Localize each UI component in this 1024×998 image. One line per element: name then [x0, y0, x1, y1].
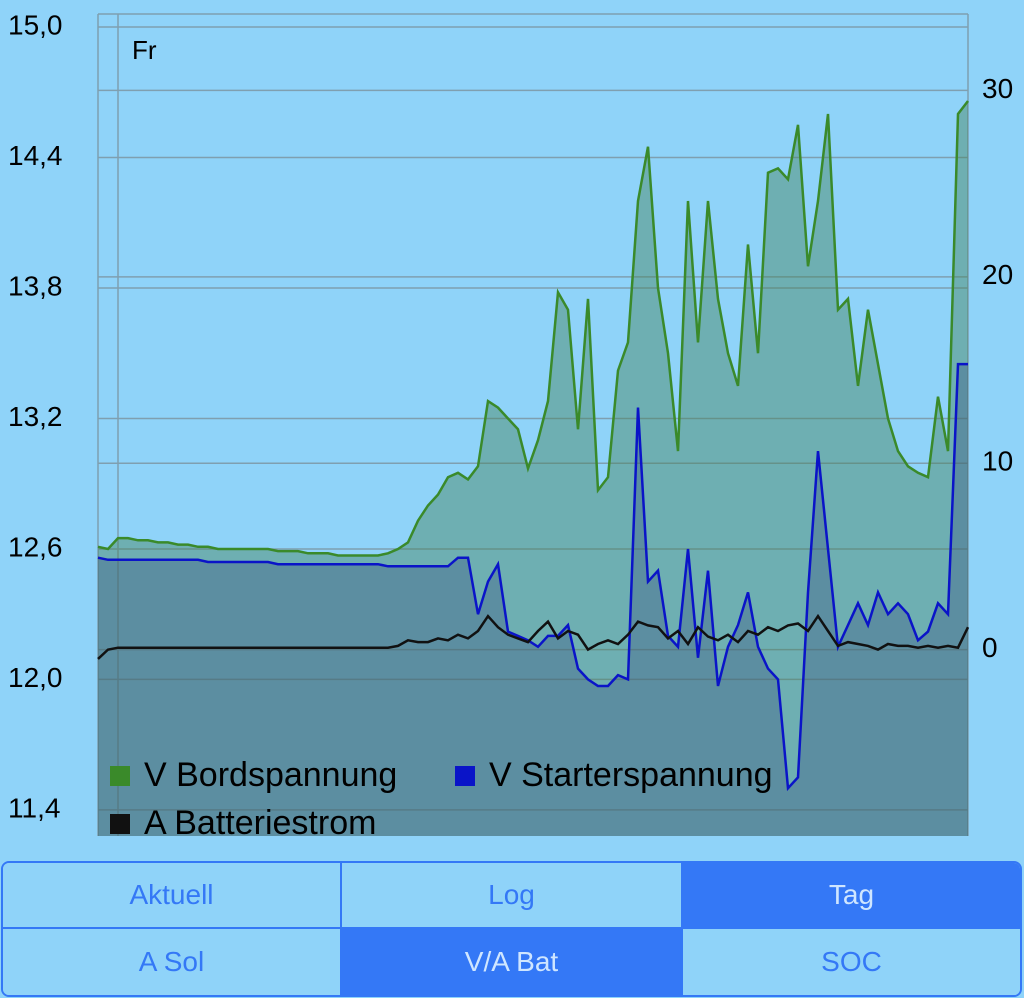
y-tick-label: 11,4 — [8, 792, 60, 823]
y-tick-label: 12,0 — [8, 662, 63, 693]
y2-tick-label: 0 — [982, 632, 998, 663]
line — [97, 100, 969, 557]
tab[interactable]: Tag — [683, 863, 1020, 929]
tab[interactable]: SOC — [683, 929, 1020, 995]
line — [97, 362, 968, 792]
y-tick-label: 12,6 — [8, 531, 63, 562]
tab-bar: Aktuell Log Tag A Sol V/A Bat SOC — [1, 861, 1022, 997]
chart: Fr 15,0 14,4 13,8 13,2 12,6 12,0 11,4 0 10 20 30 V B… — [8, 9, 1013, 842]
legend-label: V Bordspannung — [144, 756, 397, 794]
y2-tick-label: 30 — [982, 73, 1013, 104]
y-tick-label: 14,4 — [8, 140, 63, 171]
y-tick-label: 13,2 — [8, 401, 63, 432]
tab[interactable]: V/A Bat — [342, 929, 683, 995]
y2-tick-label: 10 — [982, 446, 1013, 477]
y-tick-label: 15,0 — [8, 9, 63, 40]
line — [97, 613, 970, 660]
legend-label: A Batteriestrom — [144, 804, 376, 842]
tab[interactable]: A Sol — [3, 929, 342, 995]
area — [98, 364, 968, 836]
tab[interactable]: Aktuell — [3, 863, 342, 929]
legend-swatch — [455, 766, 475, 786]
legend-label: V Starterspannung — [489, 756, 773, 794]
legend-swatch — [110, 766, 130, 786]
annotation: Fr — [132, 35, 157, 65]
tab[interactable]: Log — [342, 863, 683, 929]
legend-swatch — [110, 814, 130, 834]
y2-tick-label: 20 — [982, 259, 1013, 290]
y-tick-label: 13,8 — [8, 270, 63, 301]
